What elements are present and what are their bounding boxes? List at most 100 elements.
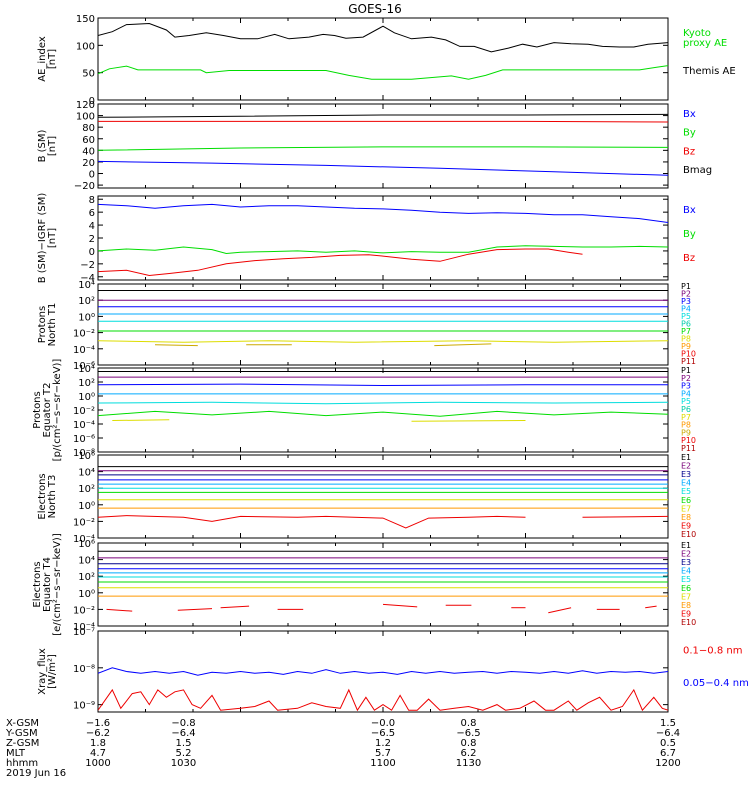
legend-entry: 0.05−0.4 nm bbox=[683, 678, 749, 689]
panel-legend: 0.1−0.8 nm 0.05−0.4 nm bbox=[683, 646, 749, 689]
panel-frame bbox=[97, 367, 669, 453]
legend-entry: P5 bbox=[681, 397, 691, 406]
y-tick-label: 80 bbox=[82, 123, 95, 134]
series-line-0-05-0-4-nm bbox=[98, 667, 668, 676]
series-line-p7 bbox=[411, 420, 526, 422]
y-tick-label: 10⁴ bbox=[78, 364, 95, 375]
series-line-bz bbox=[98, 248, 583, 277]
legend-entry: E6 bbox=[681, 496, 691, 505]
legend-entry: P11 bbox=[681, 444, 696, 453]
series-line-e10 bbox=[645, 605, 657, 609]
y-tick-label: 10⁻⁹ bbox=[73, 701, 95, 712]
y-tick-label: 10⁻² bbox=[73, 406, 95, 417]
legend-entry: E3 bbox=[681, 470, 691, 479]
y-tick-label: 2 bbox=[89, 234, 95, 245]
footer-value: 0.8 bbox=[461, 718, 477, 729]
panel-legend: Kyoto proxy AE Themis AE bbox=[682, 28, 736, 77]
panel-frame bbox=[97, 542, 669, 627]
legend-entry: E8 bbox=[681, 601, 691, 610]
footer-value: −6.5 bbox=[371, 728, 395, 739]
footer-value: 6.2 bbox=[461, 748, 477, 759]
y-tick-label: 150 bbox=[76, 14, 95, 25]
y-tick-label: 100 bbox=[76, 41, 95, 52]
series-line-bmag bbox=[98, 113, 668, 118]
y-tick-label: 10⁴ bbox=[78, 280, 95, 291]
panel-5: 10⁻⁸ 10⁻⁶ 10⁻⁴ 10⁻² 10⁰ 10² 10⁴ ProtonsEquator … bbox=[32, 359, 696, 462]
series-line-kyoto-proxy-ae bbox=[98, 65, 668, 80]
y-tick-label: 6 bbox=[89, 208, 95, 219]
panel-1: 0 50 100 150 AE_index[nT] Kyoto proxy AE Themis… bbox=[37, 14, 736, 107]
legend-entry: Kyoto proxy AE bbox=[683, 28, 727, 49]
legend-entry: E8 bbox=[681, 513, 691, 522]
y-tick-label: 0 bbox=[89, 247, 95, 258]
legend-entry: P9 bbox=[681, 428, 691, 437]
panel-legend: Bx By Bz Bmag bbox=[683, 109, 712, 176]
legend-entry: E6 bbox=[681, 584, 691, 593]
y-tick-label: 10² bbox=[78, 378, 95, 389]
footer-value: −1.6 bbox=[86, 718, 110, 729]
legend-entry: Bx bbox=[683, 109, 696, 120]
series-line-e10 bbox=[177, 608, 213, 611]
legend-entry: E9 bbox=[681, 521, 691, 530]
legend-entry: P4 bbox=[681, 389, 691, 398]
legend-entry: E2 bbox=[681, 550, 691, 559]
footer-value: −0.8 bbox=[171, 718, 195, 729]
footer-date: 2019 Jun 16 bbox=[6, 768, 66, 779]
legend-entry: Bz bbox=[683, 146, 695, 157]
series-line-e10 bbox=[220, 605, 250, 609]
legend-entry: P3 bbox=[681, 382, 691, 391]
legend-entry: E10 bbox=[681, 530, 696, 539]
y-tick-label: 10⁴ bbox=[78, 556, 95, 567]
series-line-bx bbox=[98, 203, 668, 223]
y-axis-label: B (SM)[nT] bbox=[37, 129, 58, 162]
y-tick-label: 10⁻⁸ bbox=[73, 664, 95, 675]
series-line-p9 bbox=[434, 343, 492, 347]
legend-entry: P10 bbox=[681, 436, 696, 445]
y-tick-label: −4 bbox=[80, 273, 95, 284]
panel-frame bbox=[97, 454, 669, 539]
footer-value: 1.2 bbox=[375, 738, 391, 749]
legend-entry: E10 bbox=[681, 618, 696, 627]
y-tick-label: 10² bbox=[78, 484, 95, 495]
legend-entry: E4 bbox=[681, 479, 691, 488]
y-tick-label: −20 bbox=[74, 181, 95, 192]
y-tick-label: 20 bbox=[82, 158, 95, 169]
footer-value: 5.7 bbox=[375, 748, 391, 759]
legend-entry: P7 bbox=[681, 413, 691, 422]
legend-entry: P9 bbox=[681, 342, 691, 351]
legend-entry: P8 bbox=[681, 335, 691, 344]
y-tick-label: 60 bbox=[82, 135, 95, 146]
y-tick-label: −2 bbox=[80, 260, 95, 271]
y-tick-label: 10⁻² bbox=[73, 605, 95, 616]
y-tick-label: 10⁻⁴ bbox=[73, 534, 95, 545]
legend-entry: E7 bbox=[681, 504, 691, 513]
footer-value: 0.8 bbox=[461, 738, 477, 749]
legend-entry: Themis AE bbox=[682, 66, 736, 77]
y-tick-label: 10⁶ bbox=[78, 451, 95, 462]
panel-7: 10⁻⁴ 10⁻² 10⁰ 10² 10⁴ 10⁶ ElectronsEquator T4[… bbox=[32, 533, 696, 636]
y-tick-label: 10⁻⁸ bbox=[73, 448, 95, 459]
series-line-e10 bbox=[582, 515, 668, 518]
legend-entry: P1 bbox=[681, 282, 691, 291]
footer-value: −6.4 bbox=[171, 728, 195, 739]
y-tick-label: 10⁻² bbox=[73, 329, 95, 340]
footer-value: 1200 bbox=[655, 758, 680, 769]
y-tick-label: 10⁻⁴ bbox=[73, 420, 95, 431]
y-tick-label: 10⁶ bbox=[78, 539, 95, 550]
legend-entry: By bbox=[683, 128, 696, 139]
footer-value: 1130 bbox=[456, 758, 481, 769]
footer-value: 1.5 bbox=[176, 738, 192, 749]
series-line-e10 bbox=[382, 603, 418, 608]
y-tick-label: 10² bbox=[78, 296, 95, 307]
series-line-0-1-0-8-nm bbox=[98, 688, 668, 712]
y-tick-label: 10⁻⁶ bbox=[73, 361, 95, 372]
y-axis-label: B (SM)−IGRF (SM)[nT] bbox=[37, 193, 58, 284]
legend-entry: P10 bbox=[681, 350, 696, 359]
legend-entry: P3 bbox=[681, 297, 691, 306]
